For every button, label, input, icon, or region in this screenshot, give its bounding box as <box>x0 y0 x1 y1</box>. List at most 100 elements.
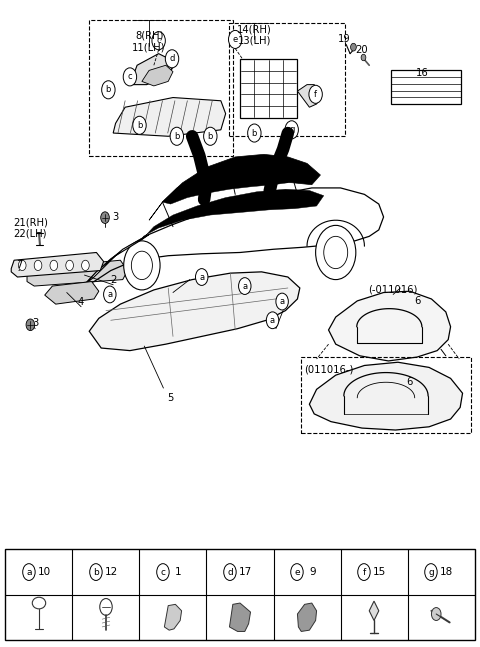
Circle shape <box>101 212 109 223</box>
Text: 2: 2 <box>110 274 116 285</box>
Circle shape <box>165 50 179 68</box>
Text: 1: 1 <box>175 567 181 577</box>
Circle shape <box>195 269 208 285</box>
Text: 9: 9 <box>309 567 316 577</box>
Circle shape <box>204 127 217 146</box>
Circle shape <box>224 564 236 580</box>
Text: 3: 3 <box>112 212 119 222</box>
Circle shape <box>316 225 356 280</box>
Text: e: e <box>294 567 300 576</box>
Circle shape <box>152 32 165 50</box>
Text: b: b <box>174 132 180 141</box>
Text: a: a <box>242 281 247 291</box>
Text: 17: 17 <box>239 567 252 577</box>
Circle shape <box>82 260 89 270</box>
Polygon shape <box>162 157 293 204</box>
Circle shape <box>432 608 441 620</box>
Polygon shape <box>142 189 324 239</box>
Text: 10: 10 <box>38 567 51 577</box>
Text: 8(RH)
11(LH): 8(RH) 11(LH) <box>132 30 166 52</box>
Circle shape <box>23 564 35 580</box>
Text: e: e <box>233 35 238 44</box>
Text: b: b <box>208 132 213 141</box>
Text: f: f <box>314 90 317 99</box>
Circle shape <box>102 81 115 99</box>
Circle shape <box>133 116 146 135</box>
Polygon shape <box>229 603 251 631</box>
Text: a: a <box>270 316 275 325</box>
Text: 19: 19 <box>338 34 351 45</box>
Circle shape <box>123 68 137 86</box>
Circle shape <box>358 564 370 580</box>
Text: d: d <box>227 567 233 576</box>
Circle shape <box>309 85 323 104</box>
Circle shape <box>276 293 288 310</box>
Polygon shape <box>84 234 149 285</box>
Circle shape <box>228 30 242 49</box>
Circle shape <box>18 260 26 270</box>
Circle shape <box>248 124 261 142</box>
Circle shape <box>266 312 279 329</box>
Polygon shape <box>310 362 463 430</box>
Polygon shape <box>142 65 173 86</box>
Polygon shape <box>45 281 99 304</box>
Text: 3: 3 <box>32 318 38 329</box>
Text: b: b <box>106 85 111 94</box>
Text: 7: 7 <box>16 260 22 270</box>
Polygon shape <box>89 272 300 351</box>
Text: a: a <box>279 297 285 306</box>
Text: (-011016): (-011016) <box>369 285 418 295</box>
Polygon shape <box>298 85 322 107</box>
Text: b: b <box>252 129 257 138</box>
Bar <box>5 549 475 640</box>
Text: a: a <box>107 290 112 299</box>
Text: 6: 6 <box>407 377 413 387</box>
Bar <box>240 59 298 118</box>
Circle shape <box>104 286 116 303</box>
Bar <box>89 20 233 156</box>
Polygon shape <box>369 601 379 620</box>
Text: c: c <box>128 72 132 82</box>
Text: g: g <box>289 126 294 135</box>
Text: 21(RH)
22(LH): 21(RH) 22(LH) <box>13 217 48 239</box>
Circle shape <box>350 43 356 51</box>
Polygon shape <box>11 252 104 277</box>
Polygon shape <box>328 291 451 361</box>
Text: f: f <box>362 567 366 576</box>
Polygon shape <box>27 260 128 286</box>
Circle shape <box>157 564 169 580</box>
Polygon shape <box>298 603 317 631</box>
Text: a: a <box>26 567 32 576</box>
Bar <box>228 23 345 137</box>
Circle shape <box>170 127 183 146</box>
Polygon shape <box>149 155 321 220</box>
Text: b: b <box>93 567 99 576</box>
Circle shape <box>26 319 35 331</box>
Text: a: a <box>199 272 204 281</box>
Circle shape <box>425 564 437 580</box>
Text: 20: 20 <box>356 45 368 56</box>
Polygon shape <box>130 54 175 85</box>
Circle shape <box>239 278 251 294</box>
Text: 14(RH)
13(LH): 14(RH) 13(LH) <box>237 24 272 46</box>
Text: d: d <box>169 54 175 63</box>
Text: 4: 4 <box>78 296 84 307</box>
Circle shape <box>285 121 299 139</box>
Text: b: b <box>137 121 142 130</box>
Polygon shape <box>113 98 226 137</box>
Circle shape <box>124 241 160 290</box>
Bar <box>301 357 471 433</box>
Text: 5: 5 <box>168 393 174 402</box>
Polygon shape <box>164 604 181 630</box>
Circle shape <box>66 260 73 270</box>
Circle shape <box>34 260 42 270</box>
Text: (011016-): (011016-) <box>304 365 353 375</box>
Text: 12: 12 <box>105 567 118 577</box>
Text: 16: 16 <box>416 68 428 78</box>
Text: 15: 15 <box>373 567 386 577</box>
Text: 6: 6 <box>414 296 420 306</box>
Circle shape <box>291 564 303 580</box>
Circle shape <box>90 564 102 580</box>
Text: 18: 18 <box>440 567 453 577</box>
Bar <box>391 71 461 104</box>
